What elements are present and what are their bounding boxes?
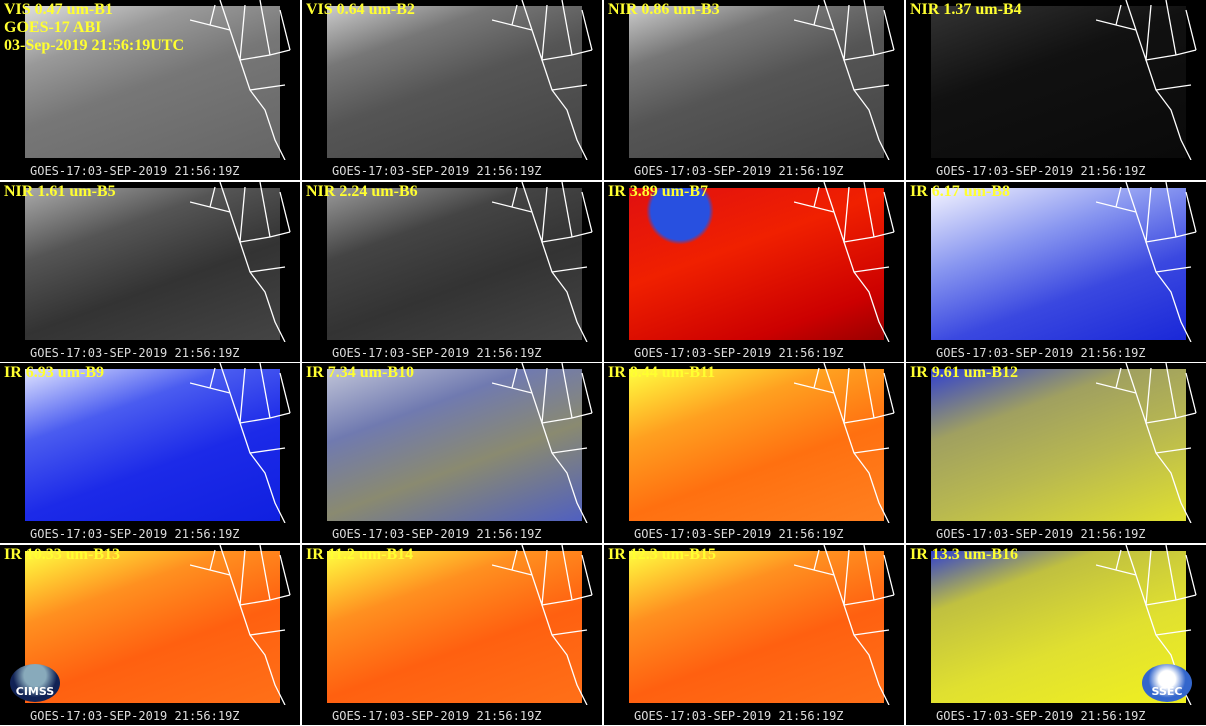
timestamp: GOES-17:03-SEP-2019 21:56:19Z — [634, 164, 844, 178]
coastline — [190, 181, 291, 342]
timestamp: GOES-17:03-SEP-2019 21:56:19Z — [936, 527, 1146, 541]
satellite-image — [327, 6, 582, 158]
coastline — [492, 0, 593, 160]
satellite-panel: IR 3.89 um-B7 GOES-17:03-SEP-2019 21:56:1… — [604, 181, 904, 362]
timestamp: GOES-17:03-SEP-2019 21:56:19Z — [30, 345, 240, 360]
timestamp: GOES-17:03-SEP-2019 21:56:19Z — [332, 708, 542, 723]
coastline — [492, 363, 593, 523]
coastline — [1096, 181, 1197, 342]
coastline — [1096, 0, 1197, 160]
satellite-image — [327, 550, 582, 703]
satellite-panel: IR 11.2 um-B14 GOES-17:03-SEP-2019 21:56:… — [302, 544, 602, 725]
header-line: 03-Sep-2019 21:56:19UTC — [4, 37, 184, 54]
satellite-panel: IR 12.3 um-B15 GOES-17:03-SEP-2019 21:56:… — [604, 544, 904, 725]
header-line: GOES-17 ABI — [4, 19, 102, 36]
band-label: IR 8.44 um-B11 — [608, 364, 716, 381]
coastline — [794, 544, 895, 705]
satellite-image — [629, 6, 884, 158]
satellite-panel: IR 9.61 um-B12 GOES-17:03-SEP-2019 21:56:… — [906, 363, 1206, 543]
band-label: IR 13.3 um-B16 — [910, 545, 1019, 563]
band-label: IR 10.33 um-B13 — [4, 545, 121, 563]
coastline — [492, 544, 593, 705]
satellite-image — [931, 187, 1186, 340]
coastline — [190, 0, 291, 160]
band-label: IR 11.2 um-B14 — [306, 545, 414, 563]
band-label: NIR 1.37 um-B4 — [910, 1, 1022, 18]
timestamp: GOES-17:03-SEP-2019 21:56:19Z — [332, 164, 542, 178]
timestamp: GOES-17:03-SEP-2019 21:56:19Z — [936, 164, 1146, 178]
satellite-panel: IR 7.34 um-B10 GOES-17:03-SEP-2019 21:56:… — [302, 363, 602, 543]
timestamp: GOES-17:03-SEP-2019 21:56:19Z — [634, 708, 844, 723]
coastline — [1096, 363, 1197, 523]
band-label: IR 9.61 um-B12 — [910, 364, 1019, 381]
timestamp: GOES-17:03-SEP-2019 21:56:19Z — [936, 708, 1146, 723]
satellite-image — [25, 187, 280, 340]
timestamp: GOES-17:03-SEP-2019 21:56:19Z — [30, 708, 240, 723]
band-label: NIR 2.24 um-B6 — [306, 182, 418, 200]
coastline — [1096, 544, 1197, 705]
coastline — [794, 0, 895, 160]
satellite-panel: NIR 1.61 um-B5 GOES-17:03-SEP-2019 21:56:… — [0, 181, 300, 362]
satellite-image — [931, 6, 1186, 158]
satellite-image — [629, 550, 884, 703]
satellite-panel: VIS 0.47 um-B1 GOES-17:03-SEP-2019 21:56:… — [0, 0, 300, 180]
satellite-panel: NIR 0.86 um-B3 GOES-17:03-SEP-2019 21:56:… — [604, 0, 904, 180]
cimss-logo: CIMSS — [10, 664, 60, 702]
timestamp: GOES-17:03-SEP-2019 21:56:19Z — [332, 527, 542, 541]
timestamp: GOES-17:03-SEP-2019 21:56:19Z — [30, 164, 240, 178]
satellite-image — [25, 550, 280, 703]
satellite-panel: NIR 1.37 um-B4 GOES-17:03-SEP-2019 21:56:… — [906, 0, 1206, 180]
satellite-image — [327, 369, 582, 521]
satellite-panel: IR 8.44 um-B11 GOES-17:03-SEP-2019 21:56:… — [604, 363, 904, 543]
band-label: IR 6.17 um-B8 — [910, 182, 1011, 200]
band-label: IR 12.3 um-B15 — [608, 545, 717, 563]
satellite-panel: IR 10.33 um-B13 GOES-17:03-SEP-2019 21:56… — [0, 544, 300, 725]
satellite-image — [25, 369, 280, 521]
satellite-image — [327, 187, 582, 340]
band-label: IR 7.34 um-B10 — [306, 364, 415, 381]
coastline — [190, 544, 291, 705]
timestamp: GOES-17:03-SEP-2019 21:56:19Z — [634, 527, 844, 541]
coastline — [190, 363, 291, 523]
timestamp: GOES-17:03-SEP-2019 21:56:19Z — [30, 527, 240, 541]
satellite-panel: IR 6.93 um-B9 GOES-17:03-SEP-2019 21:56:1… — [0, 363, 300, 543]
satellite-image — [629, 187, 884, 340]
satellite-panel: NIR 2.24 um-B6 GOES-17:03-SEP-2019 21:56:… — [302, 181, 602, 362]
band-label: VIS 0.64 um-B2 — [306, 1, 415, 18]
coastline — [794, 181, 895, 342]
satellite-image — [25, 6, 280, 158]
band-label: IR 3.89 um-B7 — [608, 182, 709, 200]
coastline — [492, 181, 593, 342]
band-label: NIR 0.86 um-B3 — [608, 1, 720, 18]
timestamp: GOES-17:03-SEP-2019 21:56:19Z — [936, 345, 1146, 360]
coastline — [794, 363, 895, 523]
satellite-panel: VIS 0.64 um-B2 GOES-17:03-SEP-2019 21:56:… — [302, 0, 602, 180]
satellite-image — [629, 369, 884, 521]
band-label: NIR 1.61 um-B5 — [4, 182, 116, 200]
band-label: IR 6.93 um-B9 — [4, 364, 105, 381]
timestamp: GOES-17:03-SEP-2019 21:56:19Z — [332, 345, 542, 360]
band-label: VIS 0.47 um-B1 — [4, 1, 113, 18]
timestamp: GOES-17:03-SEP-2019 21:56:19Z — [634, 345, 844, 360]
satellite-image — [931, 369, 1186, 521]
ssec-logo: SSEC — [1142, 664, 1192, 702]
satellite-panel: IR 6.17 um-B8 GOES-17:03-SEP-2019 21:56:1… — [906, 181, 1206, 362]
